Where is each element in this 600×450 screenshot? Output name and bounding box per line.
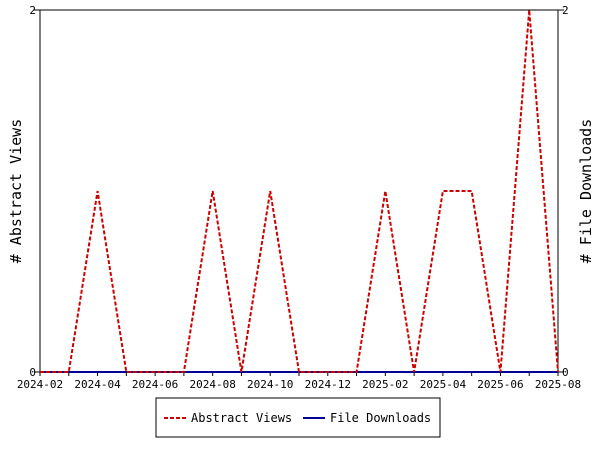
x-axis-tick-labels: 2024-02 2024-04 2024-06 2024-08 2024-10 2024-… (17, 378, 581, 391)
y-left-axis-title: # Abstract Views (7, 119, 25, 264)
x-tick-label-2025-04: 2025-04 (420, 378, 467, 391)
x-tick-label-2024-08: 2024-08 (189, 378, 235, 391)
x-tick-label-2024-02: 2024-02 (17, 378, 63, 391)
series-line-abstract-views (40, 9, 559, 373)
y-right-tick-label-bottom: 0 (562, 366, 569, 379)
legend-label-abstract-views: Abstract Views (191, 411, 292, 425)
x-tick-label-2024-06: 2024-06 (132, 378, 178, 391)
y-left-tick-label-top: 2 (29, 4, 36, 17)
legend: Abstract Views File Downloads (155, 397, 441, 438)
x-tick-label-2024-10: 2024-10 (247, 378, 293, 391)
y-right-axis-title: # File Downloads (577, 119, 595, 264)
legend-box (155, 397, 441, 438)
y-left-tick-label-bottom: 0 (29, 366, 36, 379)
x-tick-label-2024-12: 2024-12 (305, 378, 351, 391)
y-right-tick-label-top: 2 (562, 4, 569, 17)
plot-frame (39, 9, 559, 373)
x-tick-label-2025-08: 2025-08 (535, 378, 581, 391)
x-tick-label-2025-02: 2025-02 (362, 378, 408, 391)
legend-label-file-downloads: File Downloads (330, 411, 431, 425)
x-tick-label-2024-04: 2024-04 (74, 378, 121, 391)
series-layer (40, 9, 559, 373)
x-tick-label-2025-06: 2025-06 (477, 378, 523, 391)
